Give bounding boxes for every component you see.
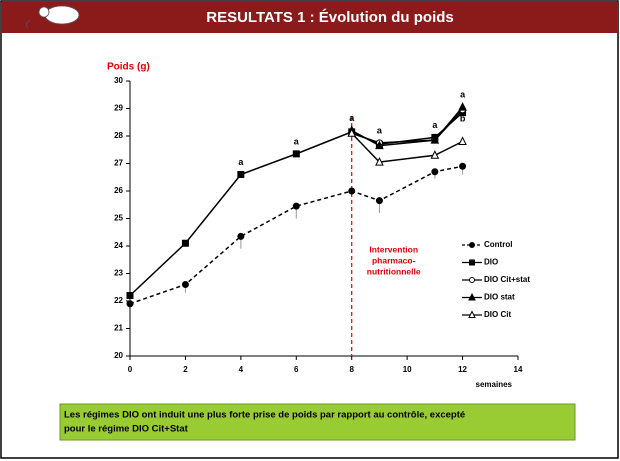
chart: RESULTATS 1 : Évolution du poids Les rég… (0, 0, 620, 461)
x-tick-label: 14 (514, 365, 523, 374)
point (432, 169, 438, 175)
slide: RESULTATS 1 : Évolution du poids Les rég… (0, 0, 620, 461)
x-tick-label: 8 (349, 365, 354, 374)
slide-title: RESULTATS 1 : Évolution du poids (206, 9, 454, 26)
note-line: Les régimes DIO ont induit une plus fort… (64, 410, 465, 421)
intervention-label: pharmaco- (372, 255, 416, 265)
point (127, 301, 133, 307)
point (238, 233, 244, 239)
point (127, 293, 133, 299)
slide-border (1, 1, 618, 458)
annotation: b (460, 114, 466, 124)
y-tick-label: 20 (114, 351, 123, 360)
x-tick-label: 4 (239, 365, 244, 374)
point (238, 172, 244, 178)
x-tick-label: 6 (294, 365, 299, 374)
y-tick-label: 21 (114, 324, 123, 333)
legend-label: DIO Cit+stat (484, 275, 530, 284)
point (470, 278, 475, 283)
legend-label: DIO Cit (484, 310, 511, 319)
legend-label: DIO stat (484, 293, 515, 302)
point (349, 188, 355, 194)
point (293, 203, 299, 209)
point (460, 163, 466, 169)
x-tick-label: 10 (403, 365, 412, 374)
point (293, 151, 299, 157)
y-tick-label: 29 (114, 104, 123, 113)
point (376, 198, 382, 204)
y-tick-label: 24 (114, 241, 123, 250)
x-axis-label: semaines (476, 380, 513, 389)
y-axis-label: Poids (g) (107, 62, 150, 73)
x-tick-label: 2 (183, 365, 188, 374)
y-tick-label: 30 (114, 76, 123, 85)
y-tick-label: 25 (114, 214, 123, 223)
note-line: pour le régime DIO Cit+Stat (64, 424, 189, 435)
point (470, 243, 475, 248)
y-tick-label: 28 (114, 131, 123, 140)
intervention-label: nutritionnelle (367, 266, 421, 276)
y-tick-label: 26 (114, 186, 123, 195)
point (182, 240, 188, 246)
y-tick-label: 22 (114, 296, 123, 305)
point (470, 260, 475, 265)
legend-label: Control (484, 240, 512, 249)
y-tick-label: 23 (114, 269, 123, 278)
x-tick-label: 0 (128, 365, 133, 374)
point (182, 282, 188, 288)
legend-label: DIO (484, 258, 498, 267)
intervention-label: Intervention (369, 244, 418, 254)
y-tick-label: 27 (114, 159, 123, 168)
x-tick-label: 12 (458, 365, 467, 374)
